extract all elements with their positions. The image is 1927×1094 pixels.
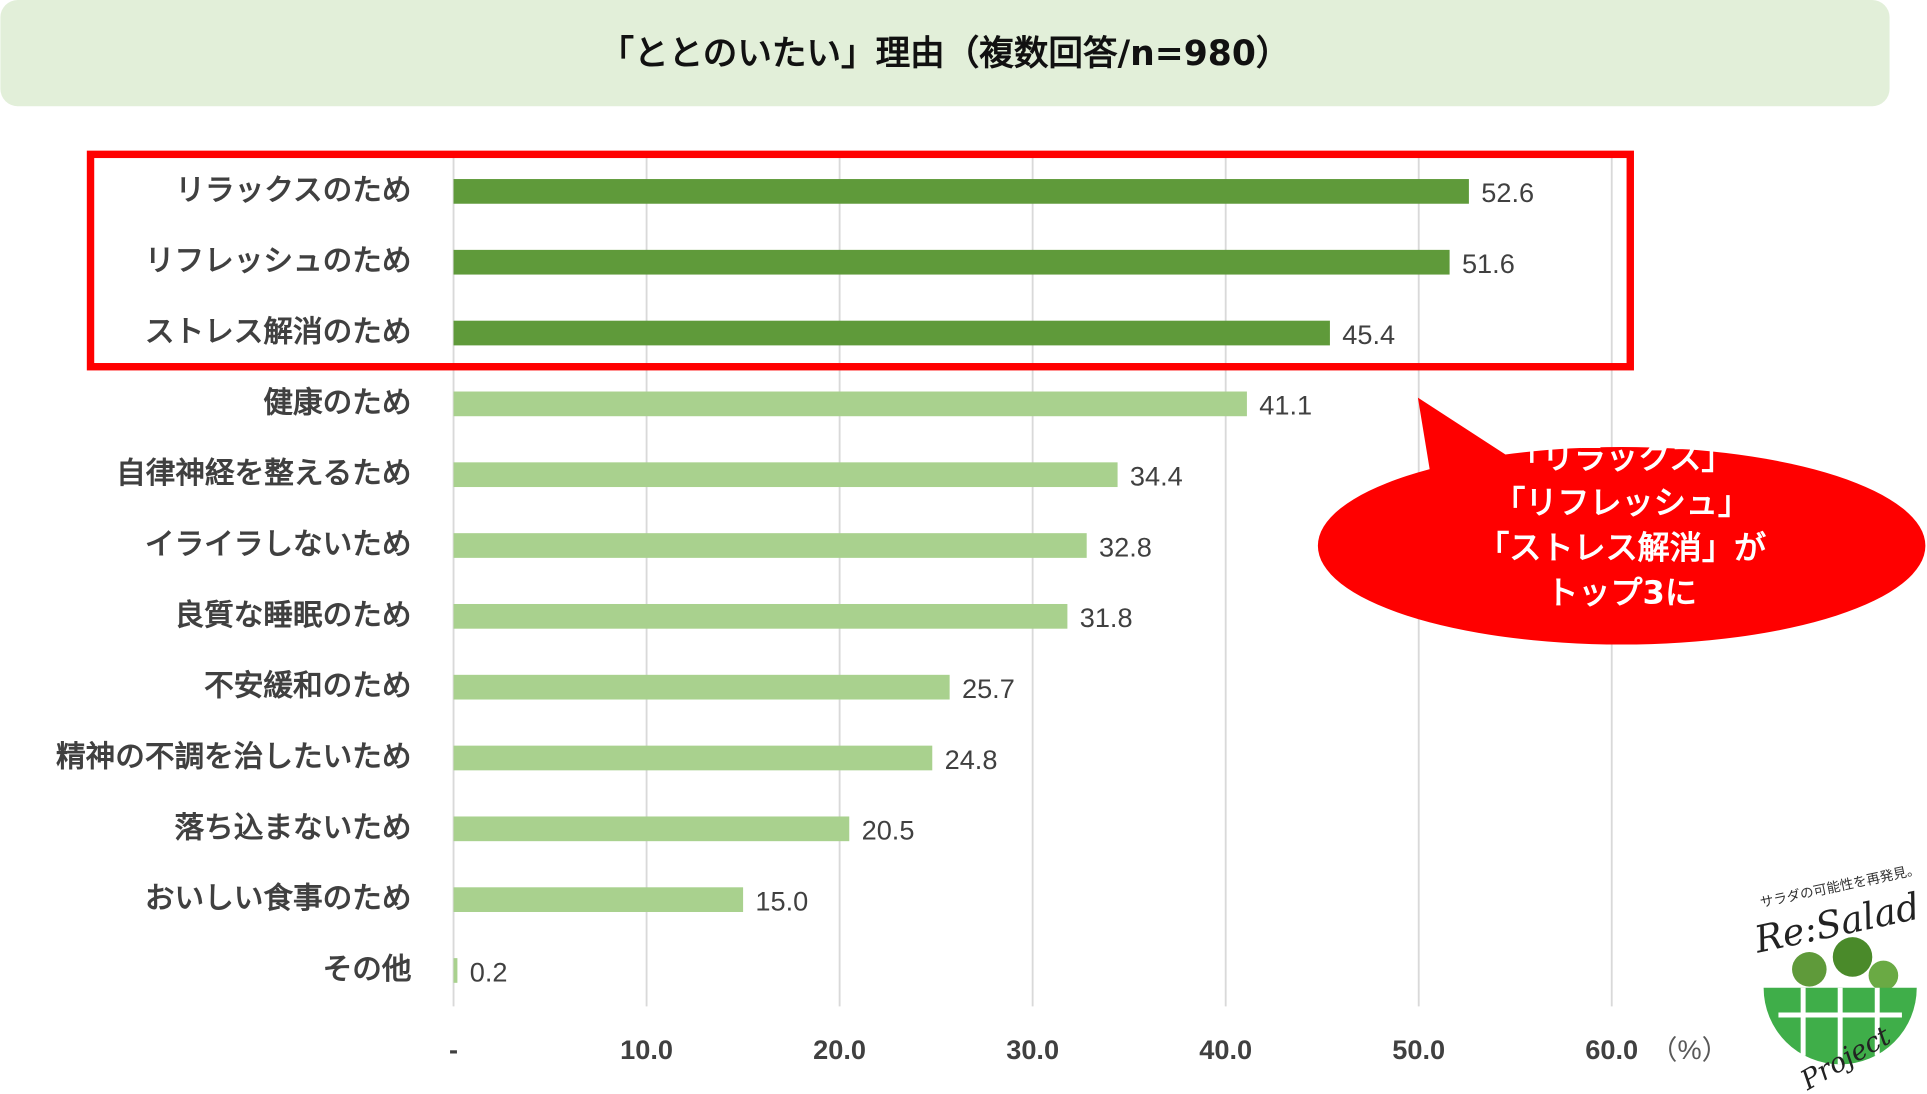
bar: [453, 674, 950, 700]
value-label: 31.8: [1080, 602, 1133, 633]
y-tick-label: 健康のため: [263, 384, 411, 419]
x-tick-label: -: [449, 1034, 458, 1065]
x-tick-label: 20.0: [813, 1034, 866, 1065]
y-tick-label: リフレッシュのため: [145, 243, 412, 278]
x-tick-label: 40.0: [1199, 1034, 1252, 1065]
y-tick-label: おいしい食事のため: [145, 880, 412, 915]
bar: [453, 320, 1330, 346]
value-label: 34.4: [1130, 461, 1183, 492]
value-label: 15.0: [755, 886, 808, 917]
callout-text: 「リラックス」: [1510, 438, 1734, 476]
x-unit: （%）: [1650, 1034, 1728, 1065]
callout: [1317, 446, 1926, 645]
value-label: 32.8: [1099, 531, 1152, 562]
value-label: 51.6: [1462, 248, 1515, 279]
bar: [453, 533, 1087, 558]
logo-leaf: [1868, 960, 1899, 991]
chart-title: 「ととのいたい」理由（複数回答/n=980）: [599, 34, 1290, 74]
y-tick-label: ストレス解消のため: [145, 314, 412, 349]
y-tick-label: その他: [323, 951, 412, 986]
y-tick-label: 精神の不調を治したいため: [56, 738, 412, 773]
bar: [453, 249, 1450, 275]
x-tick-label: 60.0: [1585, 1034, 1638, 1065]
logo-bowl-lines: [1778, 987, 1902, 1065]
bar: [453, 816, 850, 842]
callout-text: 「ストレス解消」が: [1477, 528, 1766, 566]
x-tick-label: 50.0: [1392, 1034, 1445, 1065]
bar: [453, 887, 744, 912]
x-tick-label: 30.0: [1006, 1034, 1059, 1065]
x-tick-label: 10.0: [620, 1034, 673, 1065]
y-tick-label: 自律神経を整えるため: [116, 455, 411, 490]
callout-text: トップ3に: [1546, 574, 1697, 612]
value-label: 41.1: [1259, 390, 1312, 421]
y-tick-label: イライラしないため: [145, 526, 412, 561]
y-tick-label: 落ち込まないため: [175, 809, 412, 844]
value-label: 52.6: [1481, 177, 1534, 208]
y-tick-label: リラックスのため: [175, 172, 411, 207]
value-label: 24.8: [945, 744, 998, 775]
bar: [453, 603, 1068, 629]
bar: [453, 179, 1469, 204]
value-label: 20.5: [862, 815, 915, 846]
y-tick-label: 良質な睡眠のため: [175, 597, 412, 632]
value-label: 25.7: [962, 673, 1015, 704]
value-label: 0.2: [470, 956, 508, 987]
bar: [453, 391, 1247, 417]
callout-text: 「リフレッシュ」: [1493, 483, 1750, 521]
logo: サラダの可能性を再発見。 Re:Salad Project: [1750, 862, 1924, 1094]
highlight-box: [86, 150, 1634, 371]
title-box: [0, 0, 1890, 107]
y-tick-label: 不安緩和のため: [204, 668, 411, 703]
bar: [453, 958, 458, 983]
logo-leaf: [1792, 952, 1827, 987]
bar: [453, 462, 1118, 488]
logo-leaf: [1832, 937, 1873, 977]
value-label: 45.4: [1342, 319, 1395, 350]
bar: [453, 745, 933, 771]
